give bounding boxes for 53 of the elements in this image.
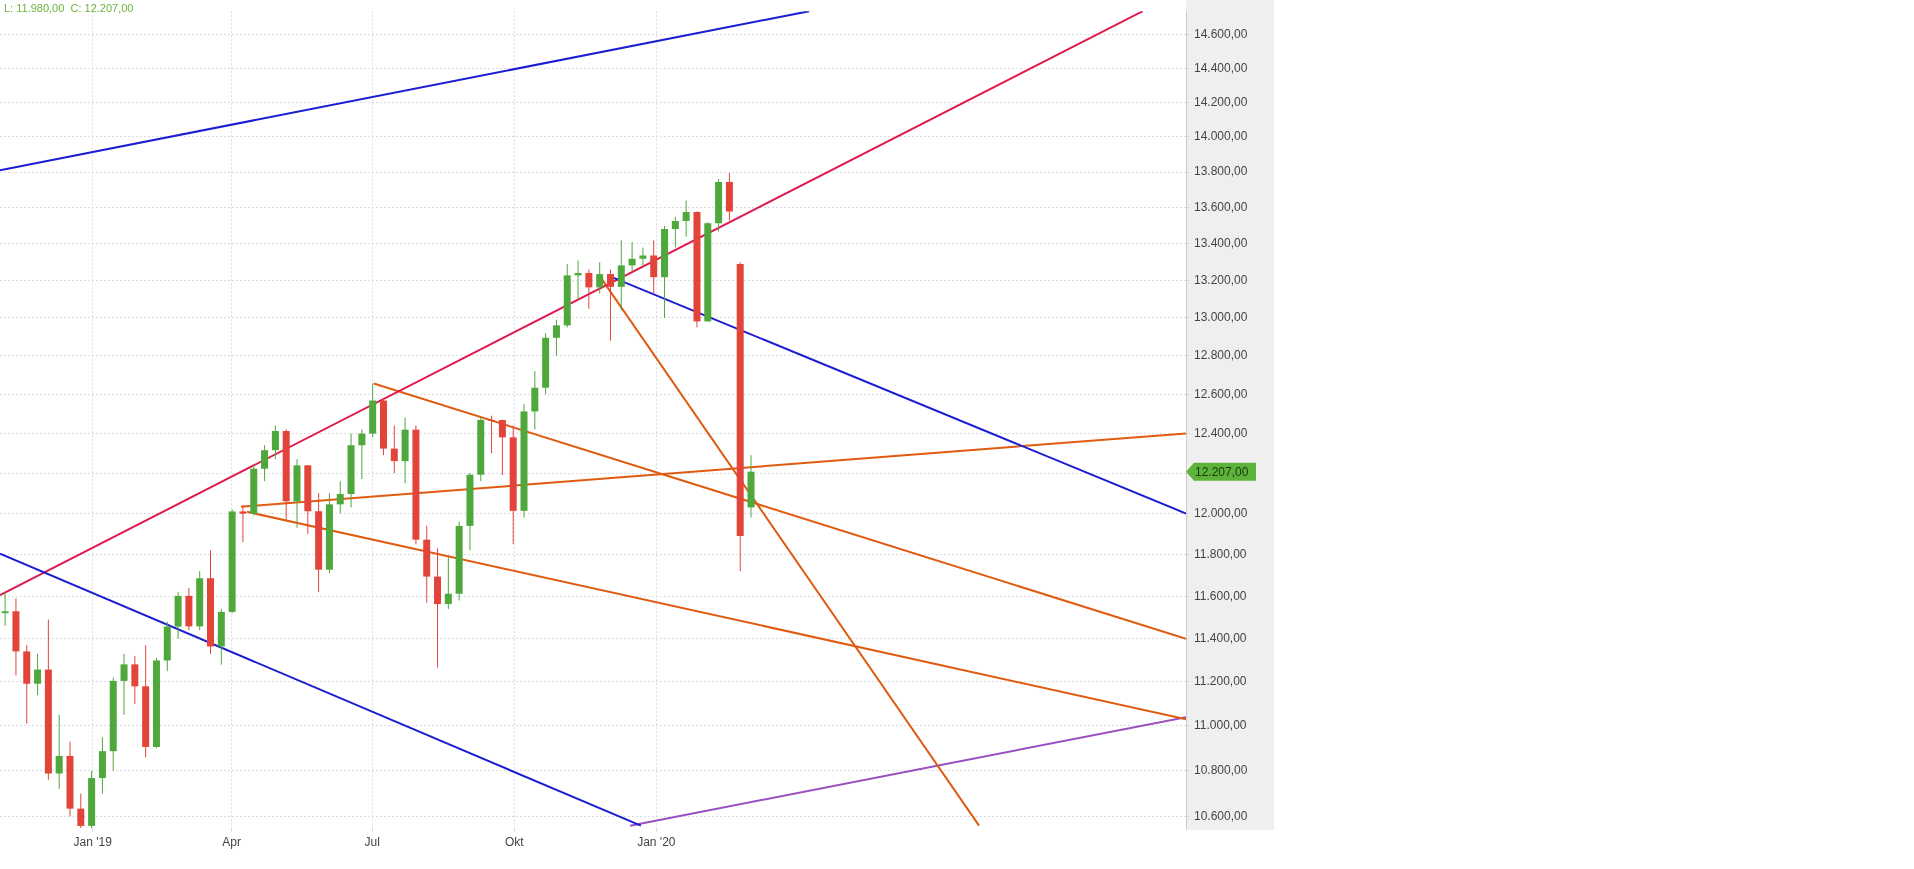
y-tick-label: 14.000,00: [1194, 129, 1248, 144]
candlestick: [131, 655, 139, 705]
candlestick: [55, 714, 63, 790]
y-tick-label: 11.000,00: [1194, 718, 1247, 733]
candlestick: [606, 269, 614, 342]
y-tick-label: 10.800,00: [1194, 763, 1248, 778]
x-tick-label: Jul: [364, 834, 380, 849]
y-tick-label: 10.600,00: [1194, 808, 1248, 823]
candlestick: [682, 200, 690, 238]
candlestick: [639, 247, 647, 267]
candlestick: [585, 269, 593, 310]
y-tick-label: 12.600,00: [1194, 386, 1248, 401]
annotation: L: 11.980,00 C: 12.207,00: [4, 2, 134, 14]
y-tick-label: 12.800,00: [1194, 348, 1248, 363]
y-tick-label: 12.000,00: [1194, 505, 1248, 520]
y-tick-label: 13.800,00: [1194, 164, 1248, 179]
candlestick: [336, 480, 344, 514]
candlestick: [498, 419, 506, 476]
candlestick: [488, 415, 496, 454]
y-tick-label: 11.600,00: [1194, 588, 1247, 603]
candlestick: [358, 428, 366, 480]
candlestick: [552, 319, 560, 357]
candlestick: [617, 239, 625, 311]
candlestick: [650, 239, 658, 295]
candlestick: [444, 556, 452, 610]
candlestick: [261, 444, 269, 482]
candlestick: [34, 653, 42, 696]
candlestick: [628, 241, 636, 272]
x-tick-label: Okt: [504, 834, 525, 849]
y-tick-label: 13.000,00: [1194, 310, 1248, 325]
candlestick: [120, 653, 128, 716]
y-tick-label: 14.200,00: [1194, 94, 1248, 109]
y-tick-label: 14.600,00: [1194, 26, 1248, 41]
candlestick: [671, 216, 679, 249]
y-tick-label: 11.800,00: [1194, 546, 1247, 561]
y-tick-label: 11.400,00: [1194, 631, 1247, 646]
x-tick-label: Apr: [222, 834, 241, 849]
candlestick: [531, 370, 539, 430]
x-tick-label: Jan '19: [73, 834, 113, 849]
y-tick-label: 13.400,00: [1194, 236, 1248, 251]
candlestick: [596, 261, 604, 295]
y-tick-label: 13.600,00: [1194, 200, 1248, 215]
candlestick: [271, 425, 279, 460]
y-tick-label: 14.400,00: [1194, 60, 1248, 75]
y-tick-label: 11.200,00: [1194, 674, 1247, 689]
x-tick-label: Jan '20: [637, 834, 676, 849]
candlestick: [1, 591, 9, 627]
candlestick: [239, 504, 247, 543]
y-tick-label: 12.400,00: [1194, 425, 1248, 440]
candlestick: [390, 425, 398, 474]
text: 12.207,00: [1195, 465, 1249, 480]
candlestick: [77, 793, 85, 828]
y-tick-label: 13.200,00: [1194, 273, 1248, 288]
